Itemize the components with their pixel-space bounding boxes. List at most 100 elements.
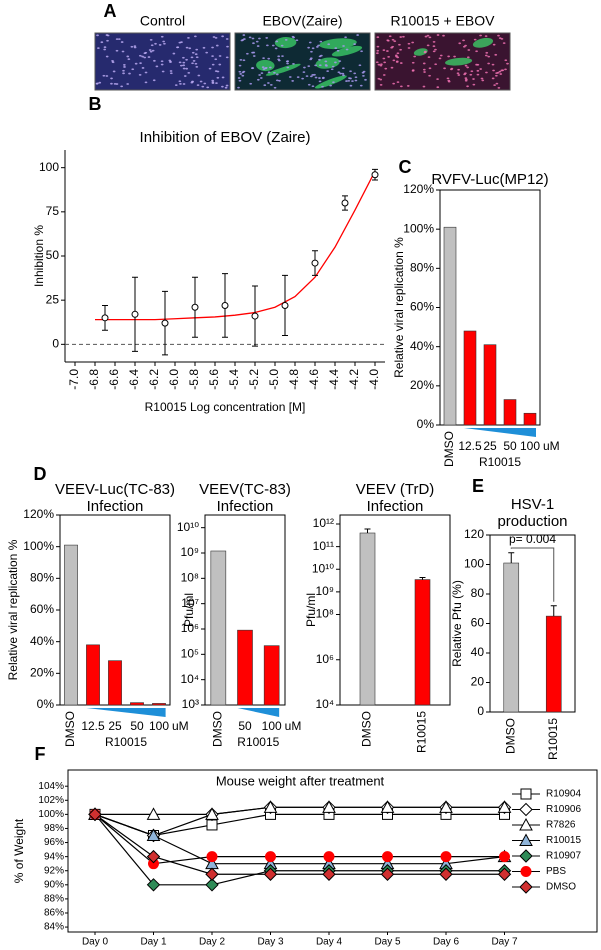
bar (483, 344, 497, 426)
nucleus (103, 48, 107, 51)
marker (499, 851, 510, 863)
nucleus (353, 72, 357, 75)
nucleus (225, 84, 229, 87)
nucleus (268, 66, 272, 69)
nucleus (399, 48, 403, 51)
marker (497, 800, 512, 813)
nucleus (485, 51, 489, 54)
legend-label: R10904 (546, 789, 581, 800)
nucleus (457, 74, 461, 76)
nucleus (307, 46, 311, 49)
nucleus (105, 75, 109, 77)
nucleus (286, 66, 290, 69)
legend-marker (519, 817, 533, 831)
nucleus (411, 41, 415, 44)
series-line (94, 813, 505, 865)
nucleus (411, 69, 415, 72)
y-tick-label: 20 (471, 675, 485, 689)
y-tick-label: 10⁶ (181, 621, 199, 635)
nucleus (376, 36, 380, 39)
nucleus (473, 38, 477, 41)
nucleus (382, 74, 386, 76)
nucleus (122, 72, 125, 75)
group-label: R10015 (479, 455, 521, 469)
nucleus (382, 49, 386, 52)
nucleus (162, 40, 166, 43)
nucleus (472, 83, 476, 86)
nucleus (470, 70, 474, 73)
nucleus (106, 39, 109, 42)
unit-label: uM (285, 719, 302, 733)
nucleus (117, 38, 121, 41)
annotation: p= 0.004 (509, 532, 556, 546)
nucleus (264, 67, 268, 70)
nucleus (192, 60, 196, 62)
nucleus (318, 64, 322, 67)
marker (88, 807, 102, 822)
nucleus (206, 86, 210, 89)
y-axis-label: Pfu/ml (182, 593, 196, 627)
nucleus (265, 37, 269, 39)
x-tick-label: -4.2 (347, 369, 361, 390)
nucleus (190, 56, 194, 59)
nucleus (436, 78, 439, 81)
nucleus (399, 62, 403, 64)
panel-letter: A (104, 1, 117, 21)
nucleus (464, 44, 467, 47)
y-tick-label: 25 (46, 292, 60, 306)
nucleus (375, 61, 379, 64)
nucleus (472, 78, 475, 80)
y-tick-label: 10⁵ (181, 647, 199, 661)
nucleus (149, 50, 153, 53)
nucleus (251, 51, 254, 54)
nucleus (307, 83, 311, 86)
data-point (221, 301, 229, 309)
y-axis-label: Inhibition % (32, 225, 46, 287)
series-line (94, 813, 505, 875)
legend-label: R7826 (546, 820, 576, 831)
nucleus (267, 57, 271, 60)
y-tick-label: 96% (44, 837, 64, 848)
nucleus (466, 66, 470, 69)
nucleus (362, 74, 365, 77)
x-tick-label: DMSO (63, 711, 77, 747)
x-tick-label: Day 0 (82, 937, 109, 948)
nucleus (160, 35, 164, 38)
bar (443, 226, 457, 426)
x-tick-label: -4.0 (367, 369, 381, 390)
nucleus (185, 58, 188, 61)
nucleus (491, 63, 495, 66)
x-axis-label: R10015 Log concentration [M] (145, 400, 306, 414)
y-tick-label: 10⁶ (316, 652, 334, 666)
x-tick-label: -6.2 (147, 369, 161, 390)
nucleus (211, 82, 215, 85)
y-tick-label: 0 (477, 704, 484, 718)
nucleus (98, 81, 102, 84)
x-tick-label: DMSO (211, 711, 225, 747)
nucleus (111, 60, 114, 62)
nucleus (506, 62, 509, 65)
y-tick-label: 98% (44, 823, 64, 834)
nucleus (351, 80, 354, 83)
nucleus (115, 38, 119, 41)
nucleus (496, 71, 500, 74)
nucleus (342, 74, 345, 77)
nucleus (392, 82, 396, 85)
y-tick-label: 100% (38, 809, 64, 820)
x-tick-label: 25 (108, 719, 122, 733)
nucleus (498, 70, 502, 73)
y-tick-label: 10⁸ (181, 571, 199, 585)
nucleus (133, 45, 137, 48)
y-tick-label: 50 (46, 248, 60, 262)
panel-letter: D (34, 464, 47, 484)
nucleus (384, 67, 388, 70)
nucleus (252, 42, 255, 45)
series-line (94, 813, 505, 886)
nucleus (423, 71, 426, 73)
y-axis-label: Relative viral replication % (6, 539, 20, 680)
nucleus (345, 80, 348, 82)
nucleus (174, 84, 178, 87)
x-tick-label: DMSO (442, 431, 456, 467)
nucleus (122, 64, 126, 66)
nucleus (292, 36, 296, 39)
